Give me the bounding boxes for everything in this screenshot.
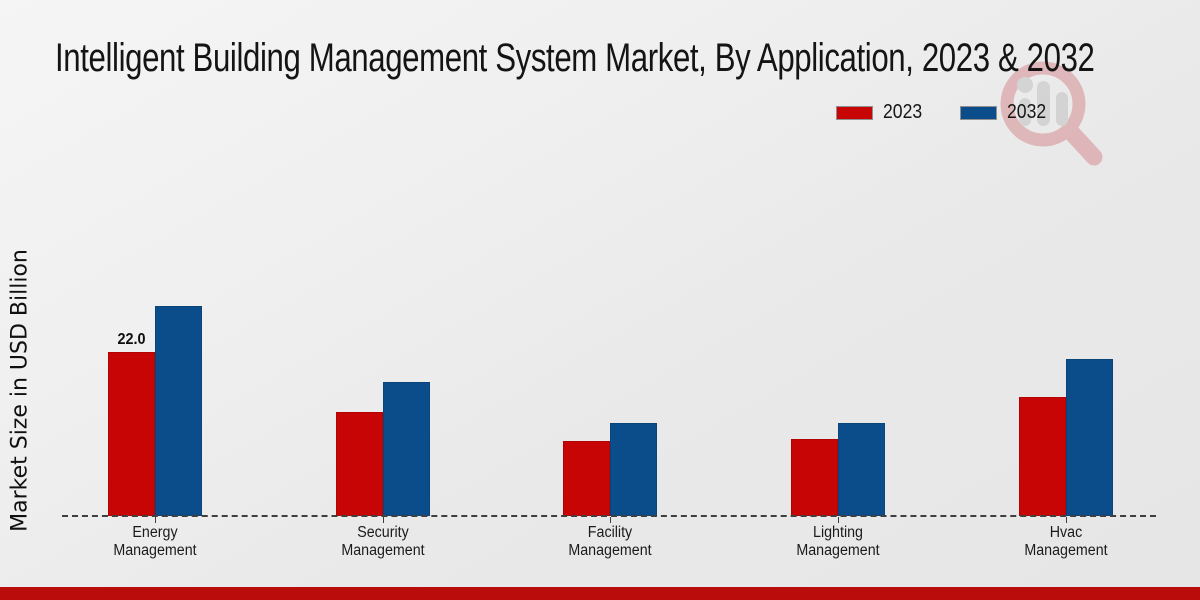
bar-2032-lighting-management xyxy=(838,422,886,516)
bar-2023-hvac-management xyxy=(1018,396,1066,516)
category-label-lighting-management: Lighting Management xyxy=(796,524,880,559)
legend-item-2023: 2023 xyxy=(836,101,928,124)
x-axis-tick xyxy=(1065,517,1067,523)
legend-swatch-2023 xyxy=(836,105,873,120)
legend-label-2032: 2032 xyxy=(1006,101,1046,123)
bar-2032-energy-management xyxy=(155,305,202,516)
x-axis-tick xyxy=(838,517,840,523)
y-axis-label: Market Size in USD Billion xyxy=(7,249,33,532)
x-axis-tick xyxy=(610,517,612,523)
legend-label-2023: 2023 xyxy=(883,101,923,123)
legend: 2023 2032 xyxy=(836,101,1051,124)
bar-2032-hvac-management xyxy=(1065,359,1113,516)
bar-2023-lighting-management xyxy=(791,439,839,516)
watermark-magnifier-logo-icon xyxy=(1000,61,1103,166)
value-label-2023-energy-management: 22.0 xyxy=(117,331,146,348)
x-axis-tick xyxy=(155,517,156,523)
category-label-energy-management: Energy Management xyxy=(113,524,197,559)
bar-2023-facility-management xyxy=(563,441,611,516)
category-label-hvac-management: Hvac Management xyxy=(1024,524,1108,559)
bar-2023-security-management xyxy=(335,412,383,516)
bar-2032-security-management xyxy=(382,381,430,516)
x-axis-tick xyxy=(382,517,384,523)
chart-title: Intelligent Building Management System M… xyxy=(55,36,1095,80)
legend-swatch-2032 xyxy=(959,105,997,120)
bar-2023-energy-management xyxy=(108,352,155,516)
category-label-facility-management: Facility Management xyxy=(568,524,653,559)
x-axis-baseline xyxy=(62,515,1156,517)
category-label-security-management: Security Management xyxy=(341,524,425,559)
bar-2032-facility-management xyxy=(610,422,658,516)
footer-accent-bar xyxy=(0,587,1200,600)
legend-item-2032: 2032 xyxy=(959,101,1052,124)
